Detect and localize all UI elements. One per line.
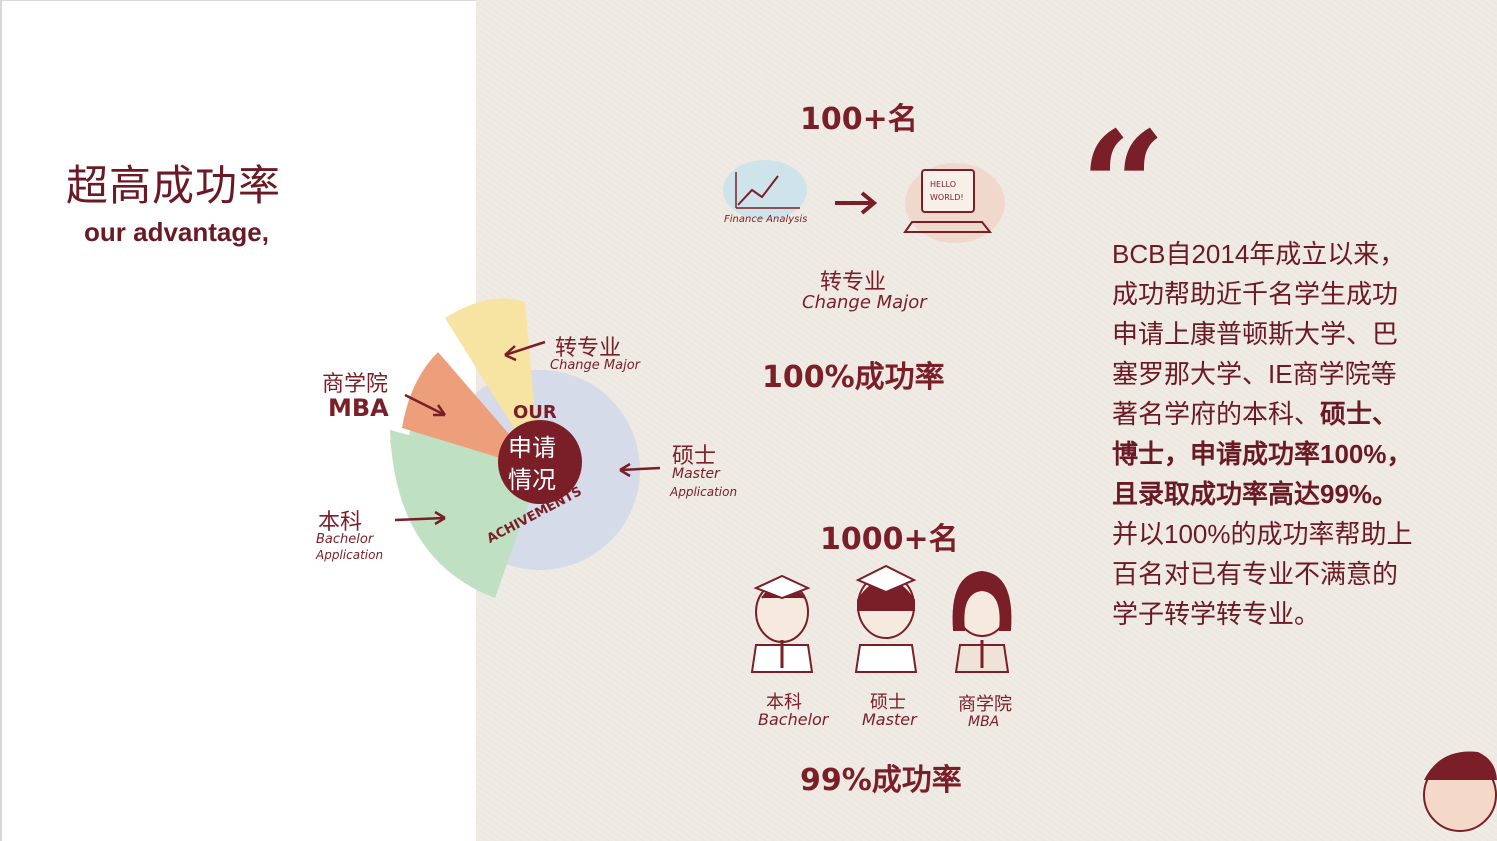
degree-mba-en: MBA	[968, 714, 1000, 730]
corner-character-illustration	[1423, 751, 1497, 832]
quote-line-5: 著名学府的本科、硕士、	[1112, 394, 1452, 434]
finance-analysis-label: Finance Analysis	[724, 214, 808, 225]
degree-mba-cn: 商学院	[958, 694, 1012, 715]
laptop-screen-text-1: HELLO	[930, 180, 956, 189]
achievements-wheel	[390, 298, 640, 598]
left-panel	[0, 0, 476, 841]
wheel-arrows	[394, 340, 661, 526]
page-title: 超高成功率	[66, 161, 282, 210]
center-disc	[498, 420, 582, 504]
finance-analysis-illustration	[723, 160, 807, 220]
right-panel	[476, 0, 1497, 841]
label-change-cn: 转专业	[555, 336, 622, 361]
change-major-label-en: Change Major	[802, 292, 927, 313]
degree-master-cn: 硕士	[870, 692, 906, 713]
change-major-rate: 100%成功率	[762, 360, 945, 395]
quote-line-1: BCB自2014年成立以来，	[1112, 239, 1406, 269]
quote-line-8: 并以100%的成功率帮助上	[1112, 519, 1413, 549]
wheel-center-line1: 申请	[508, 434, 556, 462]
page-subtitle: our advantage,	[84, 217, 269, 247]
quote-line-2: 成功帮助近千名学生成功	[1112, 279, 1399, 309]
label-master-en-2: Application	[670, 485, 738, 499]
quote-line-3: 申请上康普顿斯大学、巴	[1112, 319, 1399, 349]
quote-mark-icon: “	[1080, 99, 1167, 275]
change-major-count: 100+名	[800, 102, 918, 137]
quote-line-5-bold: 硕士、	[1320, 399, 1399, 429]
quote-line-10: 学子转学转专业。	[1112, 599, 1321, 629]
quote-line-4: 塞罗那大学、IE商学院等	[1112, 359, 1397, 389]
quote-line-5-normal: 著名学府的本科、	[1112, 399, 1321, 429]
label-master-en-1: Master	[672, 466, 720, 482]
students-illustration	[750, 564, 1012, 673]
degree-count: 1000+名	[820, 522, 959, 557]
wheel-center-line2: 情况	[508, 466, 556, 494]
quote-text: BCB自2014年成立以来， 成功帮助近千名学生成功 申请上康普顿斯大学、巴 塞…	[1112, 234, 1452, 634]
quote-line-7: 且录取成功率高达99%。	[1112, 479, 1399, 509]
degree-bachelor-en: Bachelor	[758, 710, 829, 729]
change-major-segment	[445, 298, 540, 470]
label-bachelor-en-1: Bachelor	[316, 532, 374, 547]
label-master-cn: 硕士	[672, 444, 717, 469]
label-mba-en: MBA	[328, 394, 389, 422]
degree-bachelor-cn: 本科	[766, 692, 802, 713]
label-change-en: Change Major	[550, 358, 640, 373]
change-arrow	[835, 191, 878, 215]
degree-rate: 99%成功率	[800, 763, 962, 798]
degree-master-en: Master	[862, 710, 917, 729]
laptop-illustration	[903, 163, 1005, 243]
change-major-label-cn: 转专业	[820, 270, 887, 295]
wheel-center-top: OUR	[513, 402, 557, 423]
label-bachelor-cn: 本科	[318, 510, 363, 535]
laptop-screen-text-2: WORLD!	[930, 193, 964, 202]
quote-line-6: 博士，申请成功率100%，	[1112, 439, 1413, 469]
quote-line-9: 百名对已有专业不满意的	[1112, 559, 1399, 589]
label-bachelor-en-2: Application	[316, 548, 384, 562]
label-mba-cn: 商学院	[322, 372, 389, 397]
